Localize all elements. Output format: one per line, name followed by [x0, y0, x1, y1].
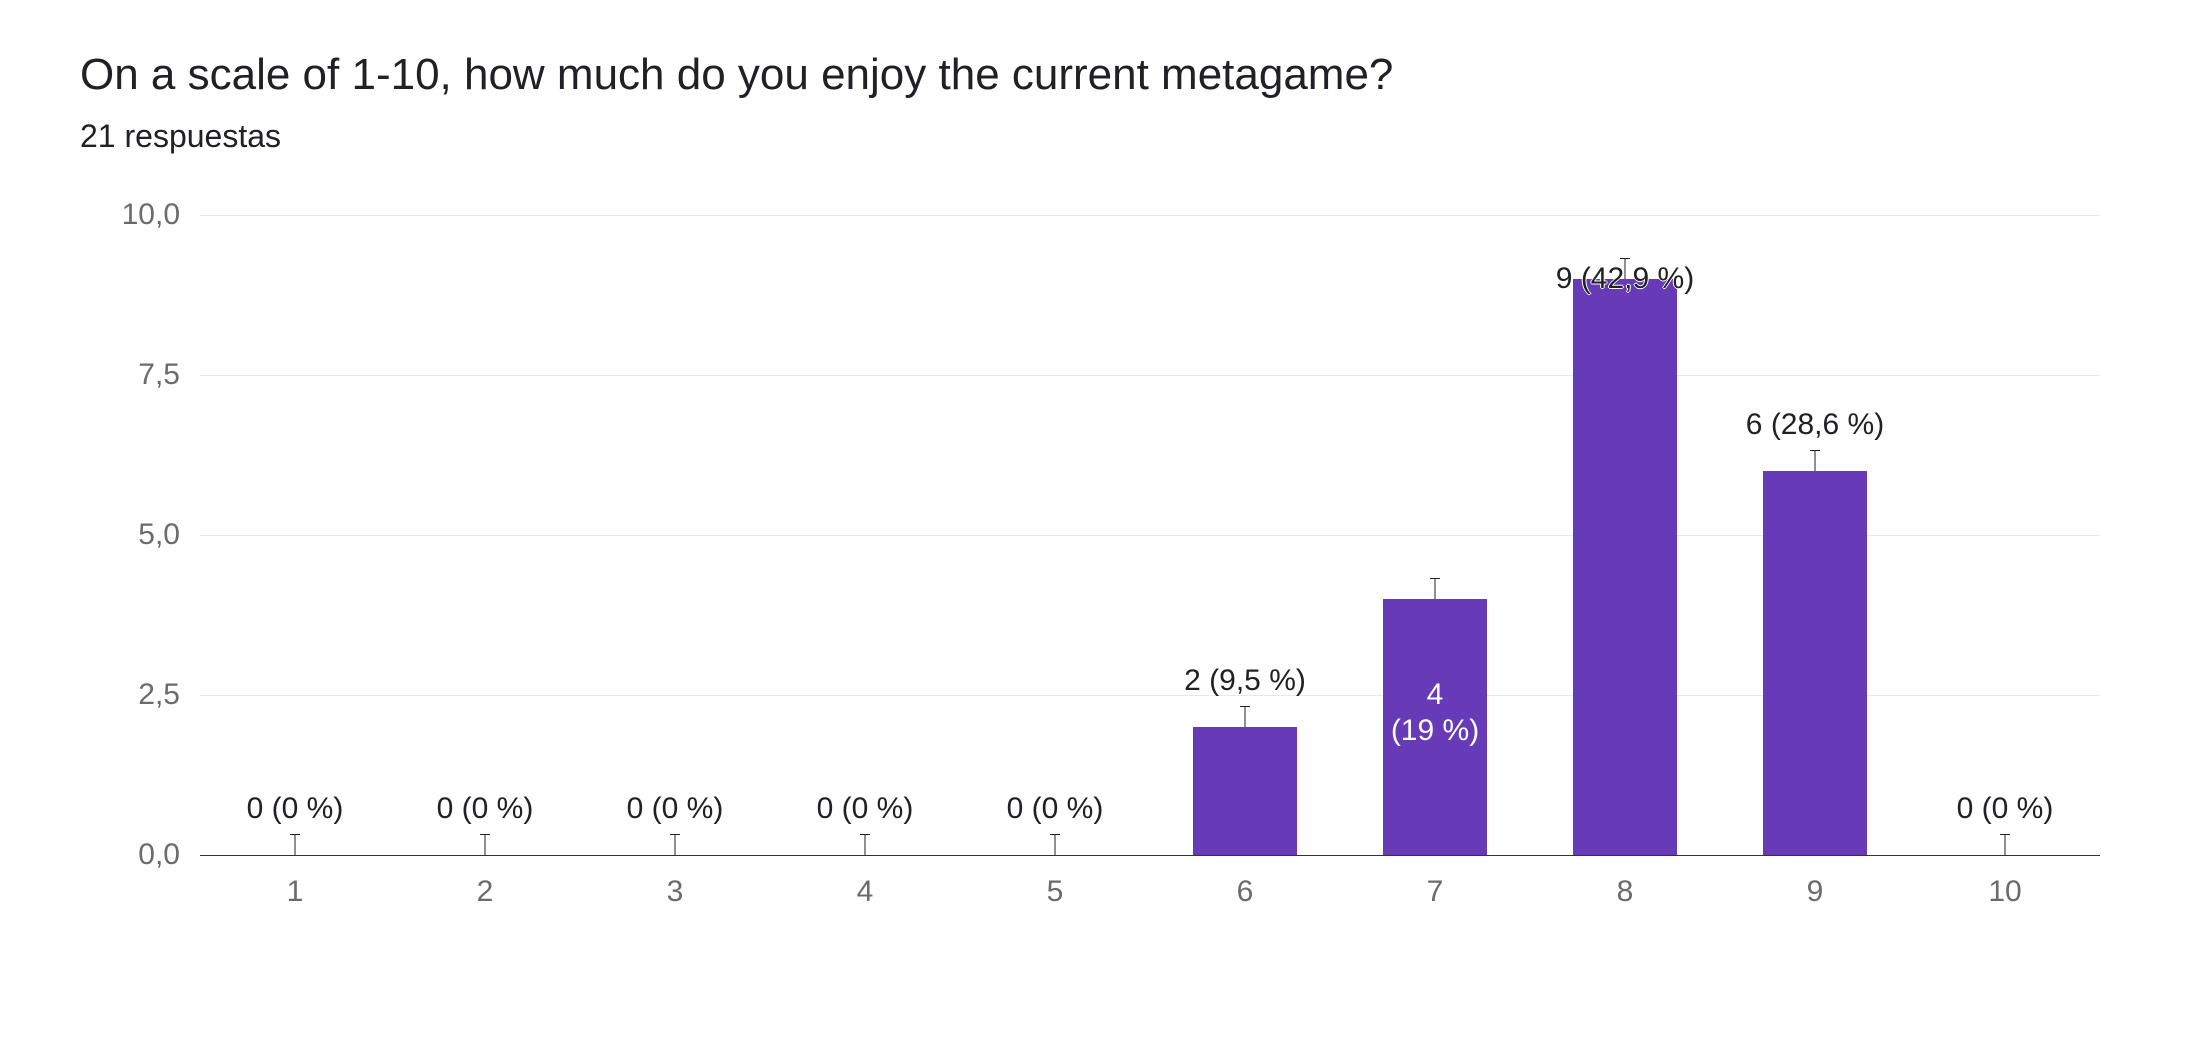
- error-whisker: [1815, 451, 1816, 471]
- data-label: 0 (0 %): [817, 791, 914, 827]
- error-whisker: [1055, 835, 1056, 855]
- data-label: 6 (28,6 %): [1746, 407, 1884, 443]
- chart-area: 0,0 2,5 5,0 7,5 10,0 1 0 (0 %) 2 0 (0 %) 3 0 (0 %)…: [90, 195, 2110, 935]
- x-tick-label: 5: [1047, 875, 1064, 909]
- error-cap: [860, 834, 870, 835]
- gridline: [200, 375, 2100, 376]
- x-tick-label: 7: [1427, 875, 1444, 909]
- y-tick-label: 0,0: [90, 838, 180, 872]
- error-cap: [1430, 578, 1440, 579]
- data-label: 0 (0 %): [247, 791, 344, 827]
- x-tick-label: 6: [1237, 875, 1254, 909]
- data-label: 0 (0 %): [627, 791, 724, 827]
- x-tick-label: 9: [1807, 875, 1824, 909]
- plot-region: 0,02,55,07,510,010 (0 %)20 (0 %)30 (0 %)…: [200, 215, 2100, 855]
- error-whisker: [2005, 835, 2006, 855]
- error-cap: [1240, 706, 1250, 707]
- response-count: 21 respuestas: [80, 118, 2116, 155]
- y-tick-label: 7,5: [90, 358, 180, 392]
- x-tick-label: 2: [477, 875, 494, 909]
- chart-title: On a scale of 1-10, how much do you enjo…: [80, 50, 2116, 100]
- chart-container: On a scale of 1-10, how much do you enjo…: [0, 0, 2196, 1044]
- data-label: 0 (0 %): [1957, 791, 2054, 827]
- x-tick-label: 4: [857, 875, 874, 909]
- error-cap: [480, 834, 490, 835]
- bar: [1763, 471, 1868, 855]
- error-whisker: [295, 835, 296, 855]
- data-label: 0 (0 %): [437, 791, 534, 827]
- data-label: 4(19 %): [1391, 677, 1479, 749]
- y-tick-label: 2,5: [90, 678, 180, 712]
- error-whisker: [485, 835, 486, 855]
- error-cap: [290, 834, 300, 835]
- error-cap: [1050, 834, 1060, 835]
- x-axis-baseline: [200, 855, 2100, 856]
- data-label: 0 (0 %): [1007, 791, 1104, 827]
- error-whisker: [1435, 579, 1436, 599]
- data-label: 9 (42,9 %): [1556, 261, 1694, 297]
- y-tick-label: 5,0: [90, 518, 180, 552]
- x-tick-label: 1: [287, 875, 304, 909]
- gridline: [200, 215, 2100, 216]
- bar: [1193, 727, 1298, 855]
- error-cap: [1810, 450, 1820, 451]
- y-tick-label: 10,0: [90, 198, 180, 232]
- error-whisker: [675, 835, 676, 855]
- x-tick-label: 8: [1617, 875, 1634, 909]
- error-whisker: [1245, 707, 1246, 727]
- error-cap: [2000, 834, 2010, 835]
- error-cap: [670, 834, 680, 835]
- data-label: 2 (9,5 %): [1184, 663, 1306, 699]
- x-tick-label: 3: [667, 875, 684, 909]
- error-whisker: [865, 835, 866, 855]
- x-tick-label: 10: [1988, 875, 2021, 909]
- bar: [1573, 279, 1678, 855]
- error-cap: [1620, 258, 1630, 259]
